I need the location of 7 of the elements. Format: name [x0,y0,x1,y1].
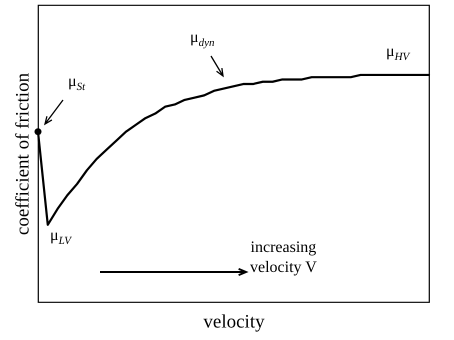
x-axis-title: velocity [203,312,266,332]
annotation: μ$_{St}$ [68,72,86,96]
annotation: μ$_{LV}$ [50,226,72,250]
text: μ$_{dyn}$ [190,28,214,52]
annotation: increasing velocity V [250,238,317,278]
y-axis-title: coefficient of friction [12,72,34,236]
text: μ$_{HV}$ [386,42,410,66]
